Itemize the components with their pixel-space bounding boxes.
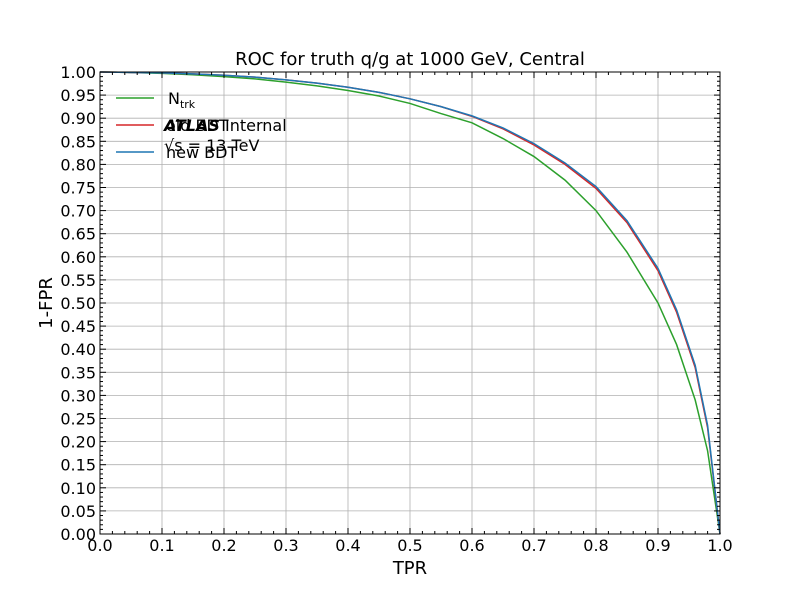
legend-label-new-bdt: new BDT <box>166 143 237 162</box>
y-tick-label: 0.20 <box>60 433 96 452</box>
y-tick-label: 0.65 <box>60 225 96 244</box>
annotations: ATLAS Internal √s = 13 TeV <box>162 116 287 155</box>
y-tick-label: 0.00 <box>60 525 96 544</box>
energy-label: √s = 13 TeV <box>164 136 259 155</box>
x-tick-label: 0.2 <box>211 536 236 555</box>
y-tick-label: 0.85 <box>60 132 96 151</box>
y-tick-label: 0.05 <box>60 502 96 521</box>
legend-label-old-bdt: old BDT <box>166 116 229 135</box>
x-tick-label: 1.0 <box>707 536 732 555</box>
atlas-label-status: Internal <box>225 116 287 135</box>
legend-label-ntrk: Ntrk <box>168 89 196 111</box>
y-tick-label: 0.55 <box>60 271 96 290</box>
y-tick-label: 0.45 <box>60 317 96 336</box>
y-tick-label: 0.80 <box>60 155 96 174</box>
legend: Ntrk old BDT new BDT <box>116 89 237 162</box>
x-tick-label: 0.6 <box>459 536 484 555</box>
series-layer <box>99 71 721 535</box>
x-tick-label: 0.0 <box>87 536 112 555</box>
y-tick-label: 0.95 <box>60 86 96 105</box>
legend-label-ntrk-sub: trk <box>180 98 196 111</box>
series-line-new-bdt <box>99 71 721 535</box>
x-tick-labels: 0.0 0.1 0.2 0.3 0.4 0.5 0.6 0.7 0.8 0.9 1.0 <box>87 536 732 555</box>
x-tick-label: 0.9 <box>645 536 670 555</box>
legend-label-ntrk-main: N <box>168 89 180 108</box>
x-axis-label: TPR <box>392 558 427 579</box>
x-tick-label: 0.7 <box>521 536 546 555</box>
y-tick-label: 0.25 <box>60 410 96 429</box>
y-tick-label: 0.50 <box>60 294 96 313</box>
y-axis-label: 1-FPR <box>36 277 57 329</box>
series-line-ntrk <box>99 71 721 535</box>
y-tick-label: 1.00 <box>60 63 96 82</box>
y-tick-label: 0.90 <box>60 109 96 128</box>
y-tick-label: 0.35 <box>60 363 96 382</box>
y-tick-label: 0.70 <box>60 202 96 221</box>
axis-ticks <box>99 71 721 535</box>
x-tick-label: 0.3 <box>273 536 298 555</box>
atlas-label: ATLAS Internal <box>162 116 287 135</box>
y-tick-label: 0.40 <box>60 340 96 359</box>
y-tick-label: 0.60 <box>60 248 96 267</box>
y-tick-label: 0.15 <box>60 456 96 475</box>
y-tick-labels: 0.00 0.05 0.10 0.15 0.20 0.25 0.30 0.35 0.40 0.45… <box>60 63 96 544</box>
x-tick-label: 0.5 <box>397 536 422 555</box>
x-tick-label: 0.1 <box>149 536 174 555</box>
y-tick-label: 0.75 <box>60 179 96 198</box>
y-tick-label: 0.10 <box>60 479 96 498</box>
x-tick-label: 0.8 <box>583 536 608 555</box>
x-tick-label: 0.4 <box>335 536 360 555</box>
atlas-label-bold: ATLAS <box>162 116 220 135</box>
y-tick-label: 0.30 <box>60 386 96 405</box>
chart-title: ROC for truth q/g at 1000 GeV, Central <box>235 49 585 70</box>
